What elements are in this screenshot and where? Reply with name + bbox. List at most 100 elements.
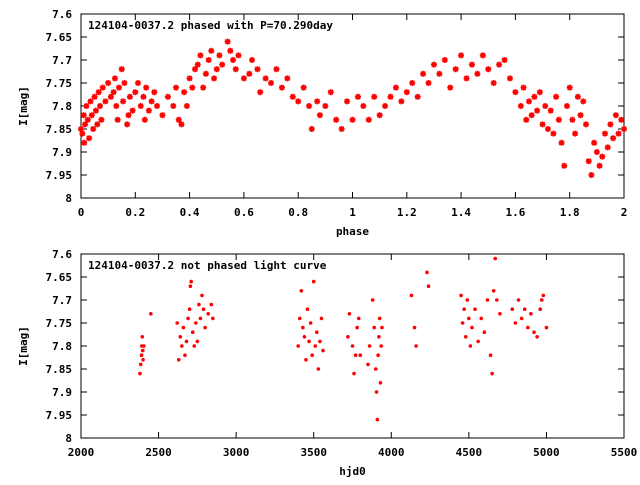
data-point: [376, 112, 383, 119]
data-point: [81, 139, 88, 146]
x-tick-label: 0.6: [234, 206, 254, 219]
data-point: [490, 80, 497, 86]
data-point: [316, 367, 321, 371]
data-point: [300, 84, 307, 91]
data-point: [209, 302, 214, 307]
data-point: [195, 339, 200, 344]
data-point: [197, 52, 204, 59]
data-point: [426, 284, 431, 289]
data-point: [561, 162, 568, 169]
data-point: [498, 312, 502, 316]
data-point: [129, 107, 136, 114]
x-tick-label: 0.4: [180, 206, 200, 219]
data-point: [135, 80, 142, 86]
data-point: [596, 162, 603, 169]
data-point: [458, 52, 465, 59]
data-point: [284, 75, 291, 82]
data-point: [138, 362, 143, 367]
data-point: [354, 93, 361, 100]
data-point: [523, 116, 530, 123]
data-point: [374, 390, 379, 394]
data-point: [462, 307, 467, 312]
data-point: [555, 116, 562, 123]
data-point: [588, 172, 595, 178]
data-point: [482, 330, 487, 335]
data-point: [175, 321, 179, 325]
data-point: [491, 289, 496, 293]
data-point: [141, 358, 145, 362]
data-point: [278, 84, 285, 91]
data-point: [273, 66, 280, 73]
data-point: [360, 103, 367, 109]
data-point: [468, 61, 475, 68]
data-point: [249, 57, 256, 63]
data-point: [612, 112, 619, 119]
data-point: [111, 75, 118, 82]
data-point: [151, 89, 158, 96]
x-tick-label: 4500: [456, 446, 483, 459]
data-point: [463, 335, 468, 339]
data-point: [349, 116, 356, 123]
y-tick-label: 7.85: [46, 123, 73, 136]
data-point: [403, 89, 410, 96]
data-point: [194, 321, 198, 325]
x-tick-label: 0.8: [288, 206, 308, 219]
data-point: [501, 57, 508, 63]
data-point: [539, 121, 546, 128]
data-point: [297, 316, 302, 321]
data-point: [313, 344, 318, 348]
data-point: [140, 348, 145, 353]
data-point: [479, 52, 486, 59]
data-point: [82, 121, 89, 128]
data-point: [314, 98, 321, 105]
data-point: [550, 130, 557, 137]
y-tick-label: 7.95: [46, 409, 73, 422]
data-point: [181, 89, 188, 96]
data-point: [409, 293, 414, 298]
data-point: [90, 126, 97, 132]
data-point: [88, 112, 95, 119]
data-point: [107, 93, 114, 100]
data-point: [124, 121, 131, 128]
data-point: [558, 139, 565, 146]
x-tick-label: 3500: [300, 446, 327, 459]
data-point: [121, 80, 128, 86]
data-point: [296, 344, 301, 348]
data-point: [203, 325, 207, 330]
data-point: [544, 325, 549, 330]
data-point: [148, 98, 155, 105]
data-point: [86, 135, 93, 142]
data-point: [366, 362, 370, 367]
data-point: [170, 103, 177, 109]
data-point: [194, 61, 201, 68]
x-tick-label: 0: [78, 206, 85, 219]
data-point: [367, 344, 372, 348]
data-point: [563, 103, 570, 109]
data-point: [463, 75, 470, 82]
data-point: [510, 307, 515, 312]
data-point: [141, 116, 148, 123]
data-point: [102, 98, 109, 105]
data-point: [181, 325, 186, 330]
x-tick-label: 1: [349, 206, 356, 219]
data-point: [137, 103, 144, 109]
data-point: [316, 112, 323, 119]
data-point: [230, 57, 237, 63]
data-point: [350, 344, 355, 348]
data-point: [618, 116, 625, 123]
data-point: [347, 312, 352, 316]
data-point: [110, 89, 117, 96]
data-point: [353, 353, 358, 358]
data-point: [338, 126, 345, 132]
data-point: [372, 325, 377, 330]
data-point: [485, 66, 492, 73]
y-tick-label: 7.65: [46, 271, 73, 284]
y-tick-label: 7.8: [52, 100, 72, 113]
data-point: [373, 367, 378, 371]
phased-chart-panel: 0 0.2 0.4 0.6 0.8 1 1.2 1.4 1.6 1.8 2 7.6 7.65 7.7 7.7…: [17, 8, 627, 238]
data-point: [356, 316, 361, 321]
data-point: [140, 93, 147, 100]
data-point: [344, 98, 351, 105]
data-point: [425, 270, 429, 275]
